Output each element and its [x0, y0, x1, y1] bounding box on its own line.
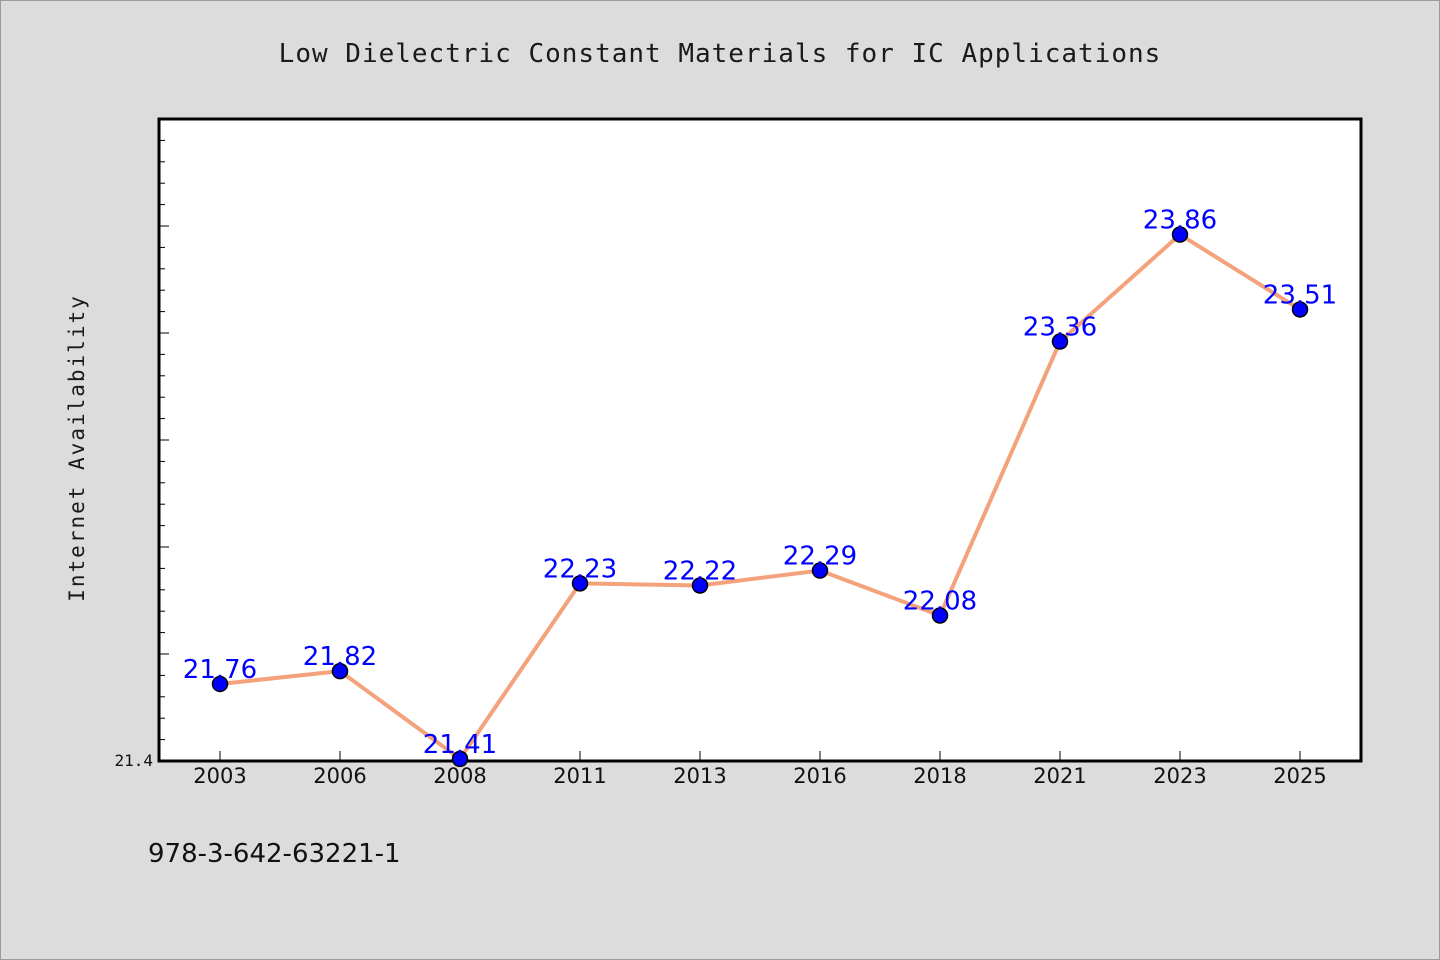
x-tick-label: 2008	[433, 764, 486, 788]
data-point	[1171, 226, 1189, 243]
data-label: 23.51	[1263, 280, 1337, 310]
data-label: 22.29	[783, 542, 857, 572]
series-markers	[211, 226, 1309, 768]
data-point	[811, 562, 829, 579]
y-tick-label: 21.4	[114, 751, 153, 770]
chart-title: Low Dielectric Constant Materials for IC…	[279, 39, 1162, 69]
data-point	[1051, 333, 1069, 350]
data-label: 22.23	[543, 554, 617, 584]
data-label: 21.82	[303, 642, 377, 672]
data-label: 22.22	[663, 557, 737, 587]
x-tick-label: 2016	[793, 764, 846, 788]
x-tick-label: 2021	[1033, 764, 1086, 788]
x-tick-label: 2006	[313, 764, 366, 788]
data-label: 21.76	[183, 655, 257, 685]
x-tick-label: 2025	[1273, 764, 1326, 788]
x-axis-tick-labels: 2003 2006 2008 2011 2013 2016 2018 2021 2023 2025	[193, 764, 1326, 788]
data-point	[211, 675, 229, 693]
plot-area	[157, 117, 1363, 763]
data-label: 22.08	[903, 586, 977, 616]
x-tick-label: 2003	[193, 764, 246, 788]
data-point	[1291, 301, 1309, 318]
data-point	[931, 607, 949, 624]
x-tick-label: 2023	[1153, 764, 1206, 788]
data-point	[451, 750, 469, 768]
series-line	[219, 232, 1302, 761]
data-labels: 21.76 21.82 21.41 22.23 22.22 22.29 22.08 23.36…	[183, 206, 1337, 760]
x-tick-label: 2013	[673, 764, 726, 788]
data-label: 21.41	[423, 730, 497, 760]
data-point	[331, 662, 349, 680]
isbn-text: 978-3-642-63221-1	[148, 839, 401, 869]
x-tick-label: 2018	[913, 764, 966, 788]
x-tick-label: 2011	[553, 764, 606, 788]
data-label: 23.36	[1023, 313, 1097, 343]
data-point	[571, 575, 589, 592]
y-axis-minor-ticks	[159, 118, 169, 762]
data-label: 23.86	[1143, 206, 1217, 236]
y-axis-label: Internet Availability	[65, 294, 89, 602]
data-point	[691, 577, 709, 594]
